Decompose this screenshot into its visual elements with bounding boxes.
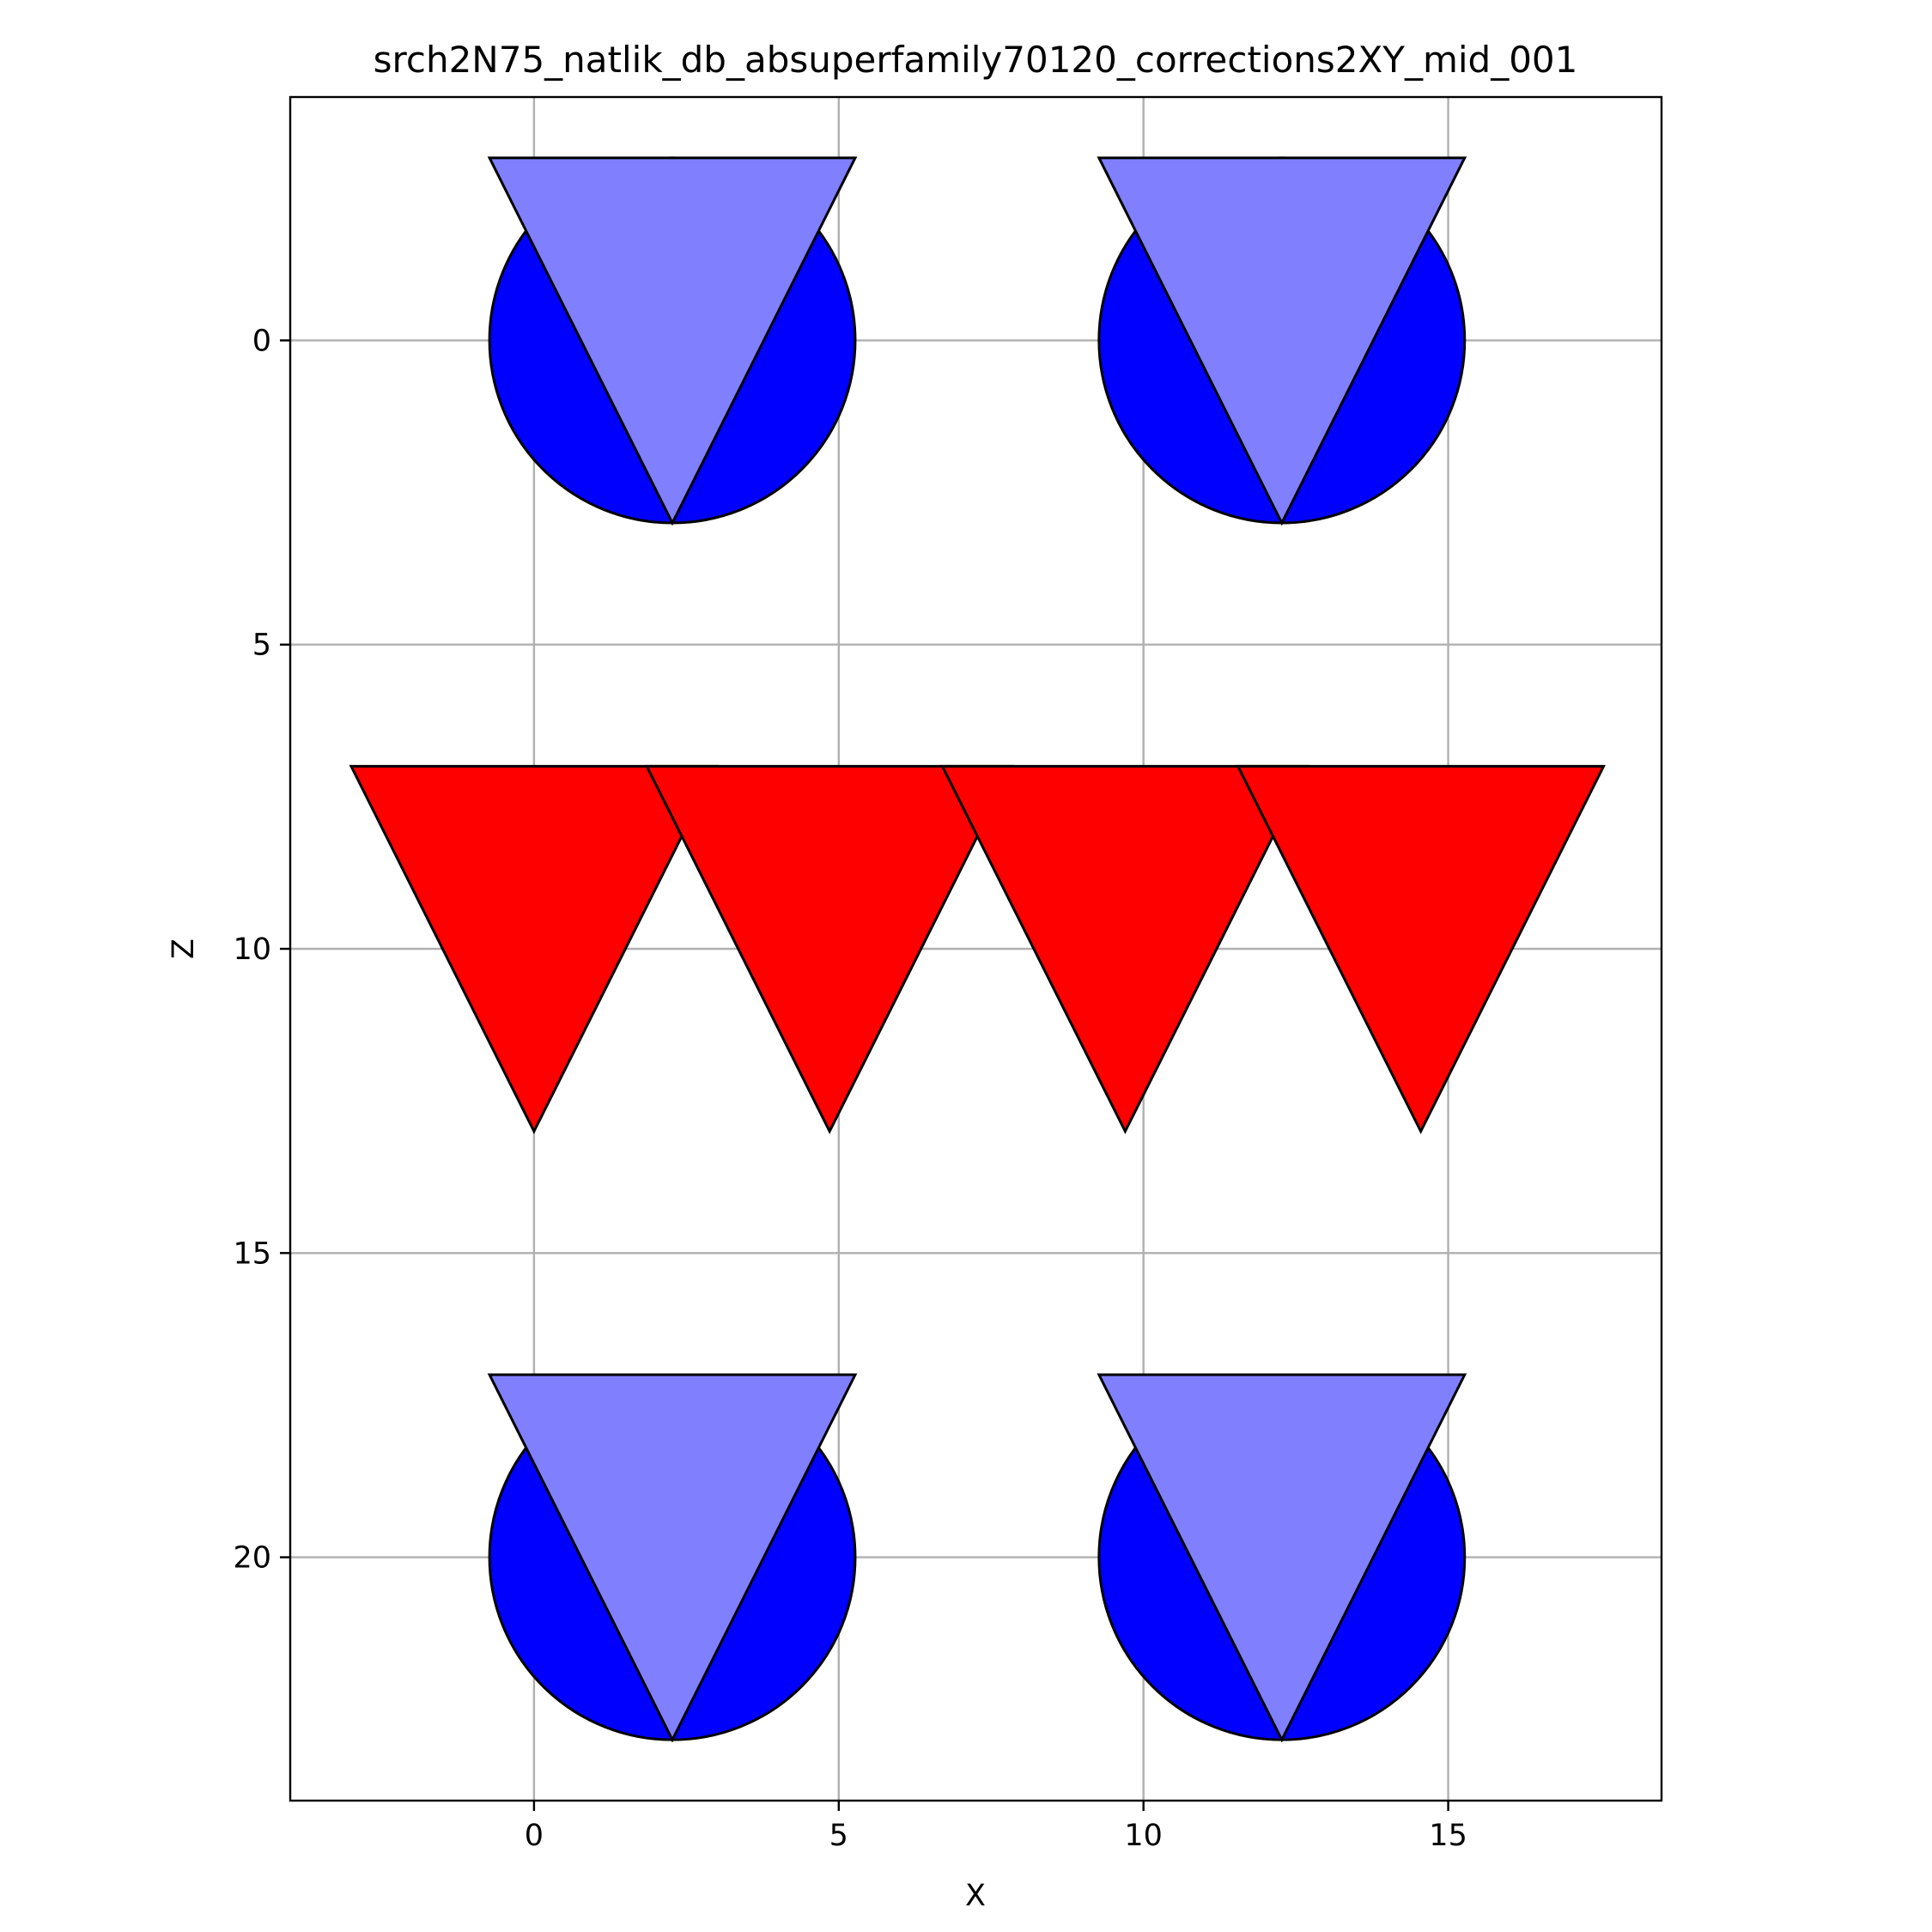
x-axis-label: X xyxy=(965,1879,986,1913)
x-tick-label: 15 xyxy=(1429,1819,1467,1853)
y-axis-label: Z xyxy=(167,939,201,959)
triangle-marker xyxy=(1097,156,1467,526)
triangle-marker xyxy=(487,1373,858,1743)
triangle-marker xyxy=(644,764,1015,1134)
x-tick-label: 10 xyxy=(1124,1819,1163,1853)
triangle-marker xyxy=(487,156,858,526)
y-tick-label: 0 xyxy=(252,324,271,358)
triangle-marker xyxy=(349,764,720,1134)
y-tick-label: 15 xyxy=(233,1236,271,1271)
triangle-marker xyxy=(1236,764,1607,1134)
chart-title: srch2N75_natlik_db_absuperfamily70120_co… xyxy=(374,39,1578,81)
x-tick-label: 5 xyxy=(829,1819,848,1853)
y-tick-label: 20 xyxy=(233,1541,271,1576)
triangle-marker xyxy=(940,764,1310,1134)
y-tick-label: 5 xyxy=(252,629,271,663)
x-tick-label: 0 xyxy=(525,1819,544,1853)
markers xyxy=(349,156,1607,1743)
y-tick-label: 10 xyxy=(233,933,271,967)
ticks: 0 5 10 15 0 5 10 15 20 xyxy=(233,324,1467,1853)
triangle-marker xyxy=(1097,1373,1467,1743)
